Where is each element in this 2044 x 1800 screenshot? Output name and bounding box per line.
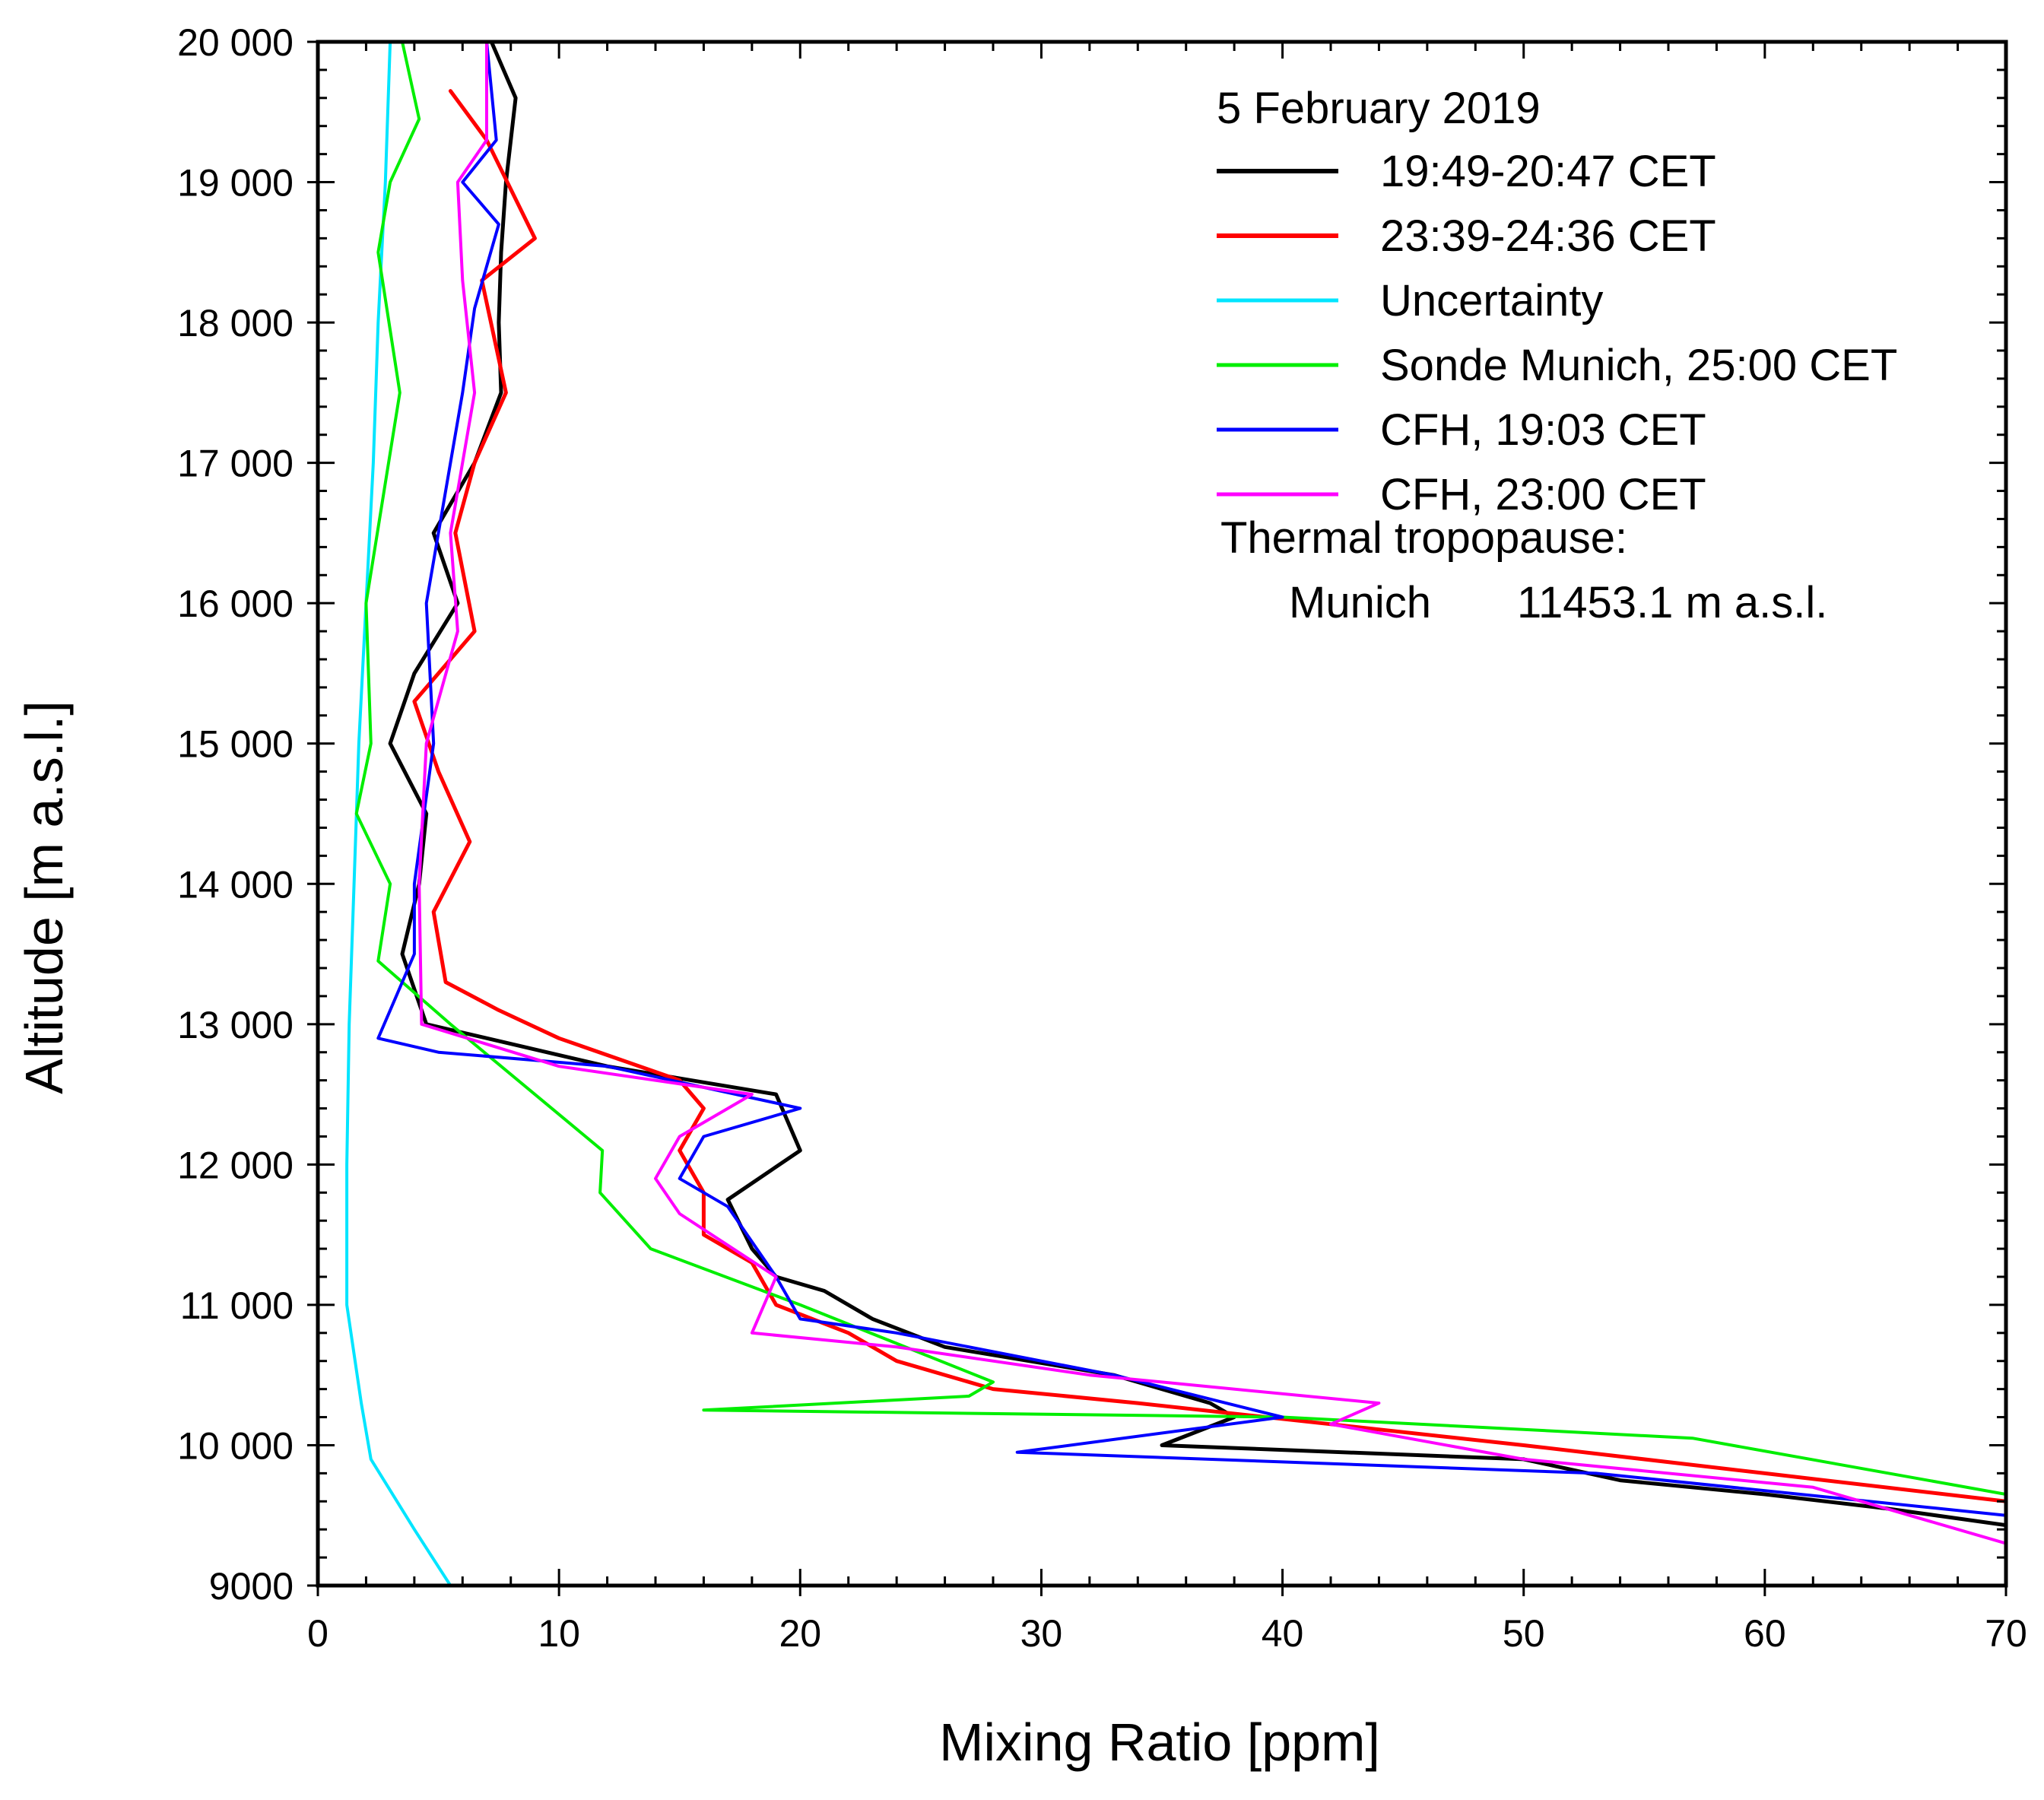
y-tick-label: 10 000 [177,1424,294,1467]
x-tick-label: 10 [538,1612,580,1655]
legend-label: Sonde Munich, 25:00 CET [1380,341,1897,390]
series-line-5 [376,42,2006,1517]
tropopause-value: 11453.1 m a.s.l. [1517,578,1827,627]
x-tick-label: 50 [1503,1612,1545,1655]
x-tick-label: 60 [1744,1612,1786,1655]
axis-ticks [307,40,2008,1596]
tropopause-heading: Thermal tropopause: [1220,513,1627,563]
plot-lines [345,42,2006,1586]
series-line-4 [354,42,2006,1496]
plot-frame [316,40,2008,1588]
y-tick-label: 12 000 [177,1144,294,1186]
y-tick-label: 13 000 [177,1004,294,1046]
y-tick-label: 15 000 [177,723,294,766]
y-tick-label: 16 000 [177,583,294,625]
x-tick-label: 30 [1020,1612,1063,1655]
x-axis-title: Mixing Ratio [ppm] [939,1713,1380,1772]
y-tick-label: 20 000 [177,21,294,64]
legend: 5 February 2019 19:49-20:47 CET 23:39-24:3… [1217,84,1897,627]
y-tick-label: 18 000 [177,302,294,344]
tropopause-site: Munich [1289,578,1431,627]
series-line-3 [345,42,452,1586]
y-tick-label: 11 000 [180,1284,294,1327]
y-tick-label: 14 000 [177,863,294,906]
y-tick-label: 19 000 [177,162,294,205]
x-tick-label: 40 [1262,1612,1304,1655]
series-line-2 [412,89,2006,1503]
y-tick-label: 17 000 [177,443,294,485]
legend-label: CFH, 19:03 CET [1380,405,1706,455]
legend-label: Uncertainty [1380,276,1603,325]
legend-title: 5 February 2019 [1217,84,1541,133]
y-tick-label: 9000 [209,1565,294,1608]
legend-label: 19:49-20:47 CET [1380,147,1716,196]
series-line-1 [388,42,2006,1528]
legend-label: 23:39-24:36 CET [1380,211,1716,261]
series-line-6 [417,42,2006,1545]
legend-label: CFH, 23:00 CET [1380,470,1706,519]
x-tick-label: 70 [1985,1612,2027,1655]
x-tick-label: 20 [779,1612,821,1655]
tick-labels: 0 10 20 30 40 50 60 70 9000 10 000 11 000 12 000 13 … [177,21,2027,1655]
y-axis-title: Altitude [m a.s.l.] [14,700,74,1094]
x-tick-label: 0 [307,1612,328,1655]
